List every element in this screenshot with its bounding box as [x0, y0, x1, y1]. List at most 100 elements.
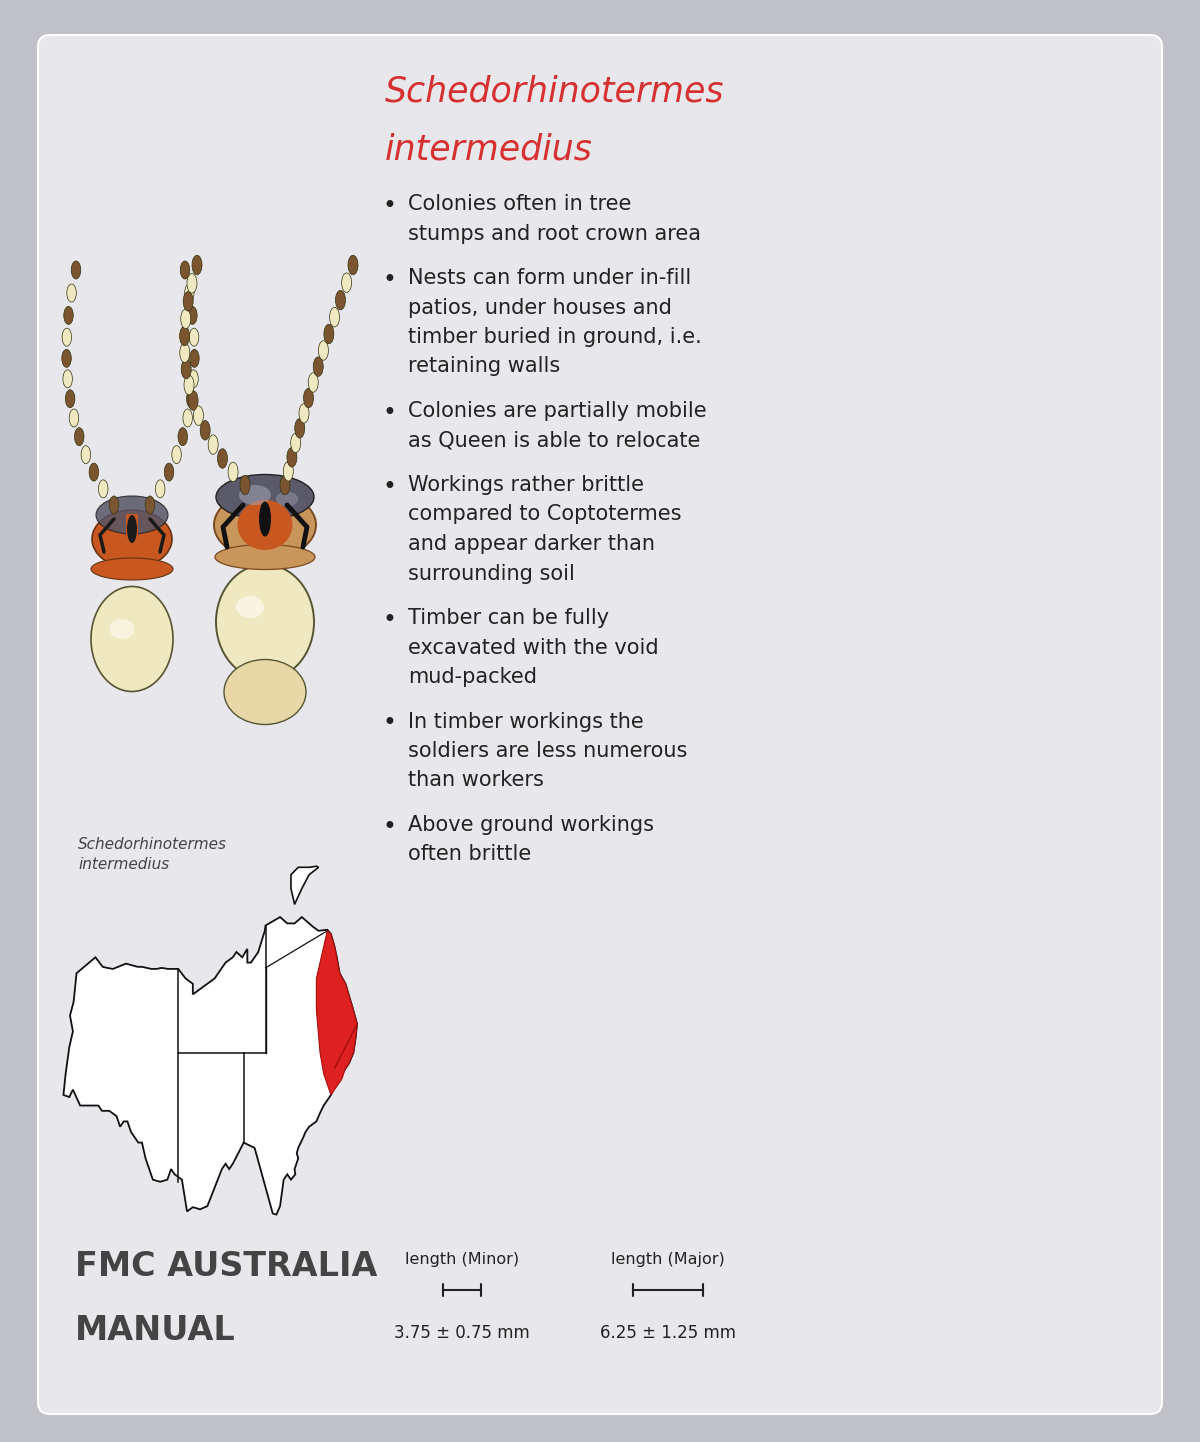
Ellipse shape: [193, 405, 204, 425]
Ellipse shape: [91, 558, 173, 580]
Ellipse shape: [228, 463, 238, 482]
Ellipse shape: [82, 446, 90, 464]
Ellipse shape: [330, 307, 340, 327]
Ellipse shape: [188, 391, 198, 411]
Text: Nests can form under in-fill: Nests can form under in-fill: [408, 268, 691, 288]
Text: length (Major): length (Major): [611, 1252, 725, 1268]
Ellipse shape: [215, 545, 314, 570]
Ellipse shape: [290, 433, 301, 453]
Ellipse shape: [64, 306, 73, 324]
Ellipse shape: [164, 463, 174, 482]
Ellipse shape: [238, 500, 293, 549]
Ellipse shape: [127, 515, 137, 544]
Ellipse shape: [184, 291, 193, 311]
Ellipse shape: [187, 306, 197, 324]
Text: and appear darker than: and appear darker than: [408, 534, 655, 554]
Ellipse shape: [259, 502, 271, 536]
Ellipse shape: [109, 496, 119, 513]
Text: Above ground workings: Above ground workings: [408, 815, 654, 835]
Ellipse shape: [318, 340, 329, 360]
Text: 6.25 ± 1.25 mm: 6.25 ± 1.25 mm: [600, 1324, 736, 1343]
Ellipse shape: [308, 372, 318, 392]
Text: excavated with the void: excavated with the void: [408, 637, 659, 658]
Ellipse shape: [240, 476, 250, 495]
Ellipse shape: [180, 343, 190, 362]
Ellipse shape: [91, 587, 173, 692]
Ellipse shape: [313, 356, 323, 376]
Ellipse shape: [67, 284, 77, 301]
Ellipse shape: [109, 619, 134, 639]
Text: compared to Coptotermes: compared to Coptotermes: [408, 505, 682, 525]
Ellipse shape: [180, 326, 190, 346]
Text: Schedorhinotermes
intermedius: Schedorhinotermes intermedius: [78, 836, 227, 872]
Text: •: •: [382, 268, 396, 291]
Ellipse shape: [217, 448, 228, 469]
Ellipse shape: [348, 255, 358, 275]
Ellipse shape: [185, 284, 194, 301]
Ellipse shape: [190, 349, 199, 368]
Ellipse shape: [92, 510, 172, 568]
Ellipse shape: [65, 389, 74, 408]
Ellipse shape: [324, 324, 334, 343]
Ellipse shape: [280, 476, 290, 495]
Ellipse shape: [89, 463, 98, 482]
Ellipse shape: [186, 389, 196, 408]
Ellipse shape: [336, 290, 346, 310]
Text: •: •: [382, 474, 396, 499]
Polygon shape: [290, 867, 318, 904]
Text: In timber workings the: In timber workings the: [408, 711, 643, 731]
Ellipse shape: [145, 496, 155, 513]
Ellipse shape: [216, 564, 314, 679]
Text: retaining walls: retaining walls: [408, 356, 560, 376]
Text: MANUAL: MANUAL: [74, 1314, 235, 1347]
Ellipse shape: [299, 404, 310, 423]
Ellipse shape: [62, 369, 72, 388]
Ellipse shape: [98, 480, 108, 497]
Ellipse shape: [188, 369, 198, 388]
Ellipse shape: [342, 273, 352, 293]
Text: Workings rather brittle: Workings rather brittle: [408, 474, 644, 495]
Text: Timber can be fully: Timber can be fully: [408, 609, 610, 629]
Text: stumps and root crown area: stumps and root crown area: [408, 224, 701, 244]
Ellipse shape: [172, 446, 181, 464]
Text: •: •: [382, 815, 396, 839]
Ellipse shape: [62, 329, 72, 346]
Text: •: •: [382, 195, 396, 218]
Ellipse shape: [62, 349, 71, 368]
Ellipse shape: [181, 359, 191, 379]
Text: intermedius: intermedius: [385, 133, 593, 166]
Text: timber buried in ground, i.e.: timber buried in ground, i.e.: [408, 327, 702, 348]
Text: soldiers are less numerous: soldiers are less numerous: [408, 741, 688, 761]
Ellipse shape: [276, 492, 298, 506]
Ellipse shape: [178, 428, 187, 446]
Polygon shape: [317, 932, 358, 1094]
Ellipse shape: [200, 421, 210, 440]
Text: surrounding soil: surrounding soil: [408, 564, 575, 584]
Ellipse shape: [216, 474, 314, 519]
Ellipse shape: [180, 261, 190, 278]
Ellipse shape: [96, 496, 168, 534]
FancyArrow shape: [126, 513, 138, 549]
Ellipse shape: [182, 410, 192, 427]
Text: often brittle: often brittle: [408, 845, 532, 865]
Polygon shape: [64, 917, 358, 1214]
Ellipse shape: [208, 435, 218, 454]
Text: length (Minor): length (Minor): [404, 1252, 520, 1268]
Ellipse shape: [214, 490, 316, 559]
FancyBboxPatch shape: [38, 35, 1162, 1415]
Text: 3.75 ± 0.75 mm: 3.75 ± 0.75 mm: [394, 1324, 530, 1343]
Ellipse shape: [184, 375, 194, 395]
Ellipse shape: [181, 309, 191, 329]
Ellipse shape: [74, 428, 84, 446]
Text: •: •: [382, 609, 396, 632]
Ellipse shape: [192, 255, 202, 275]
Text: Schedorhinotermes: Schedorhinotermes: [385, 74, 725, 108]
Ellipse shape: [287, 447, 296, 467]
Text: FMC AUSTRALIA: FMC AUSTRALIA: [74, 1250, 377, 1283]
Ellipse shape: [187, 274, 197, 293]
Text: mud-packed: mud-packed: [408, 668, 538, 686]
Text: than workers: than workers: [408, 770, 544, 790]
Text: as Queen is able to relocate: as Queen is able to relocate: [408, 431, 701, 450]
Text: •: •: [382, 401, 396, 425]
Ellipse shape: [304, 388, 313, 408]
